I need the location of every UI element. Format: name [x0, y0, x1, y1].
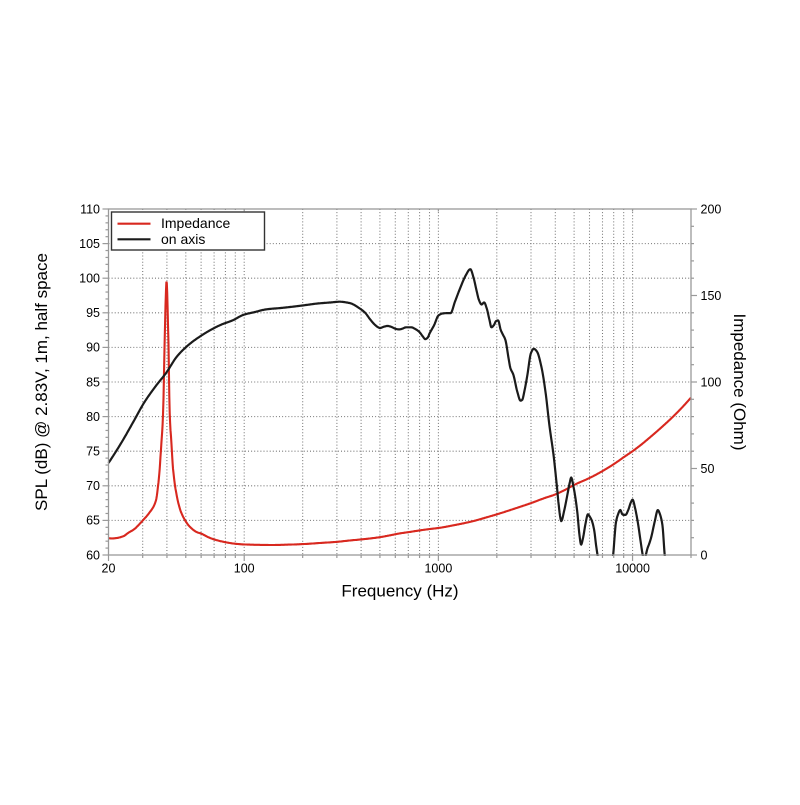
svg-text:95: 95: [86, 306, 100, 320]
svg-text:Impedance: Impedance: [161, 215, 230, 231]
svg-text:105: 105: [79, 237, 100, 251]
svg-text:110: 110: [80, 202, 100, 216]
svg-text:150: 150: [701, 289, 722, 303]
svg-text:0: 0: [701, 548, 708, 562]
svg-text:Frequency (Hz): Frequency (Hz): [341, 582, 458, 601]
svg-text:70: 70: [86, 479, 100, 493]
svg-text:60: 60: [86, 548, 100, 562]
svg-text:1000: 1000: [424, 562, 452, 576]
svg-text:50: 50: [701, 462, 715, 476]
svg-text:80: 80: [86, 410, 100, 424]
svg-text:90: 90: [86, 341, 100, 355]
svg-text:Impedance (Ohm): Impedance (Ohm): [730, 314, 749, 451]
svg-text:65: 65: [86, 514, 100, 528]
svg-text:85: 85: [86, 375, 100, 389]
svg-text:100: 100: [234, 562, 255, 576]
svg-text:100: 100: [701, 375, 722, 389]
svg-text:200: 200: [701, 202, 722, 216]
svg-text:75: 75: [86, 445, 100, 459]
svg-text:SPL (dB) @ 2.83V, 1m, half spa: SPL (dB) @ 2.83V, 1m, half space: [32, 253, 51, 511]
svg-text:10000: 10000: [615, 562, 650, 576]
svg-text:on axis: on axis: [161, 231, 205, 247]
svg-text:100: 100: [79, 272, 100, 286]
svg-text:20: 20: [102, 562, 116, 576]
